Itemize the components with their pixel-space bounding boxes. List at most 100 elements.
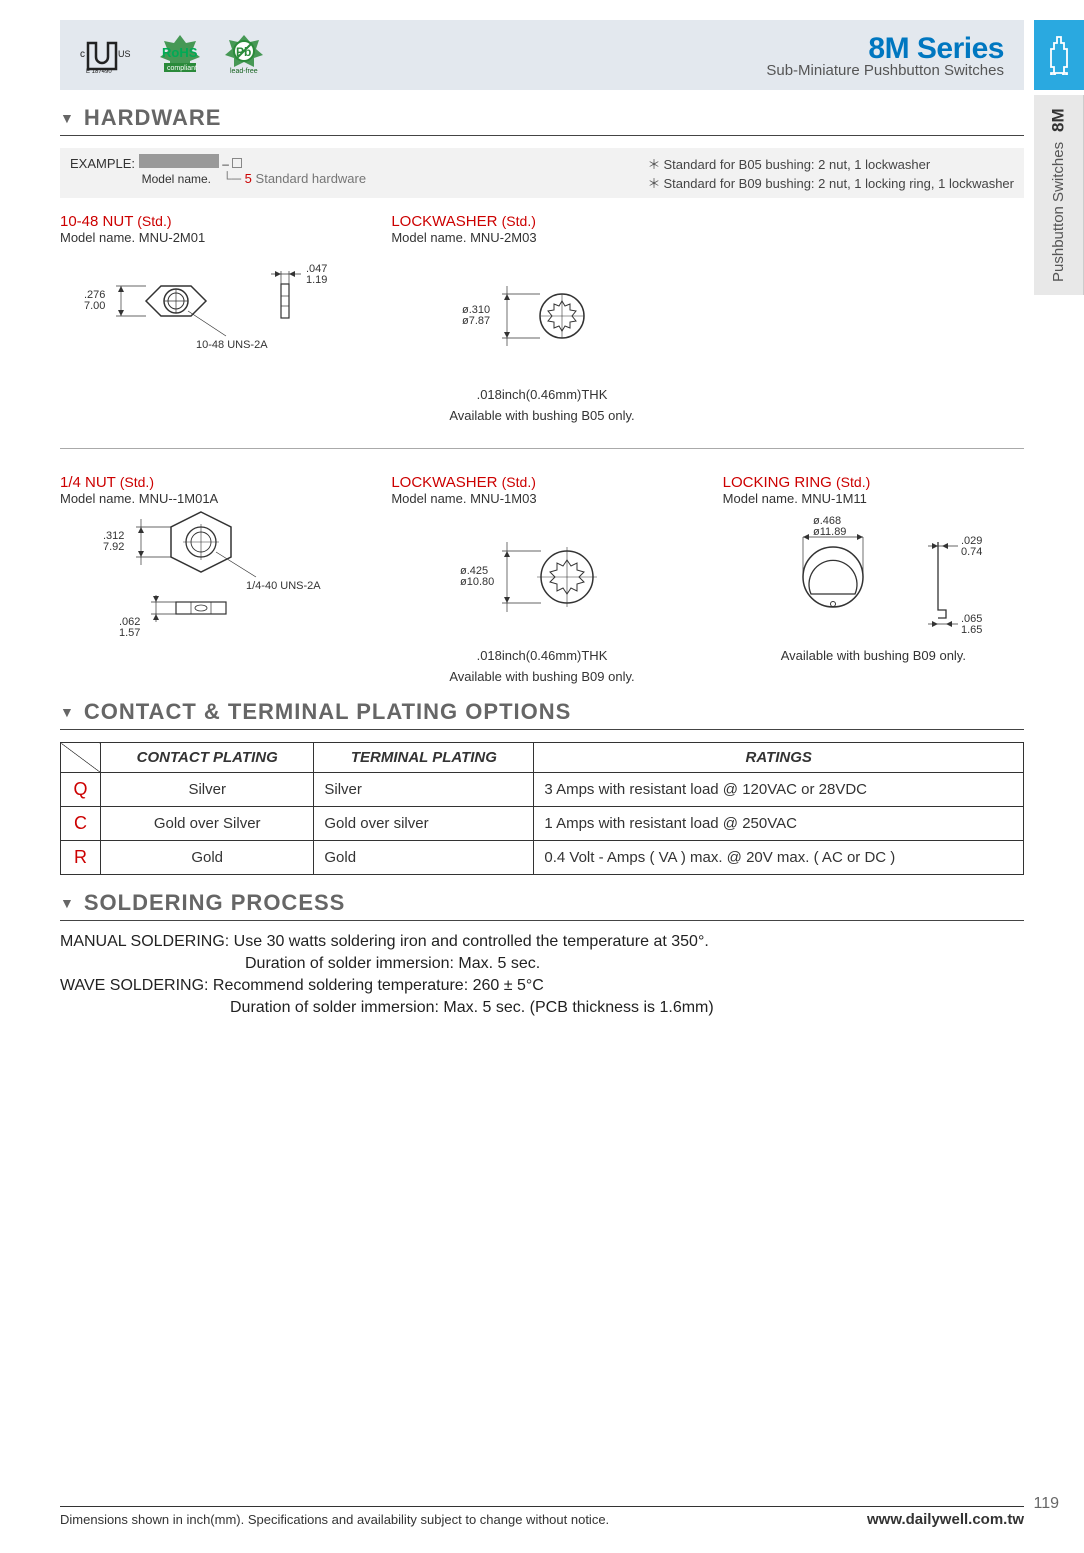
hw-empty: [723, 213, 1024, 423]
col-terminal: TERMINAL PLATING: [314, 743, 534, 773]
hw-availability-note: Available with bushing B05 only.: [391, 408, 692, 423]
series-title: 8M Series: [766, 32, 1004, 66]
plating-rating: 3 Amps with resistant load @ 120VAC or 2…: [534, 773, 1024, 807]
svg-text:compliant: compliant: [167, 65, 197, 72]
series-icon-tab: [1034, 20, 1084, 90]
svg-text:1/4-40 UNS-2A: 1/4-40 UNS-2A: [246, 580, 321, 592]
manual-soldering-duration: Duration of solder immersion: Max. 5 sec…: [60, 955, 1024, 973]
svg-text:US: US: [118, 49, 131, 59]
svg-text:10-48 UNS-2A: 10-48 UNS-2A: [196, 339, 268, 351]
hw-availability-note: Available with bushing B09 only.: [391, 669, 692, 684]
hw-std: (Std.): [120, 474, 154, 490]
hw-separator: [60, 448, 1024, 449]
plating-terminal: Gold over silver: [314, 807, 534, 841]
triangle-icon: ▼: [60, 110, 74, 126]
svg-text:c: c: [80, 49, 85, 60]
table-row: R Gold Gold 0.4 Volt - Amps ( VA ) max. …: [61, 841, 1024, 875]
hw-model: Model name. MNU-1M03: [391, 491, 692, 506]
section-plating-title: CONTACT & TERMINAL PLATING OPTIONS: [84, 699, 571, 725]
plating-contact: Gold over Silver: [101, 807, 314, 841]
svg-text:lead-free: lead-free: [230, 68, 258, 75]
plating-terminal: Gold: [314, 841, 534, 875]
note-b09: Standard for B09 bushing: 2 nut, 1 locki…: [647, 173, 1014, 192]
plating-contact: Silver: [101, 773, 314, 807]
series-title-block: 8M Series Sub-Miniature Pushbutton Switc…: [766, 32, 1004, 79]
example-row: EXAMPLE: – Model name. └─ 5 Standard har…: [60, 148, 1024, 198]
plating-rating: 1 Amps with resistant load @ 250VAC: [534, 807, 1024, 841]
plating-table: CONTACT PLATING TERMINAL PLATING RATINGS…: [60, 742, 1024, 875]
page-footer: Dimensions shown in inch(mm). Specificat…: [60, 1506, 1024, 1528]
hw-thickness-note: .018inch(0.46mm)THK: [391, 387, 692, 402]
svg-text:1.19: 1.19: [306, 274, 327, 286]
hw-nut-quarter: 1/4 NUT (Std.) Model name. MNU--1M01A .3…: [60, 474, 361, 684]
hw-title: LOCKING RING: [723, 474, 832, 491]
svg-text:1.57: 1.57: [119, 627, 140, 639]
hw-title: LOCKWASHER: [391, 213, 497, 230]
hardware-grid: 10-48 NUT (Std.) Model name. MNU-2M01 .2…: [60, 213, 1024, 684]
manual-soldering-line: MANUAL SOLDERING: Use 30 watts soldering…: [60, 933, 1024, 951]
cert-badges: c US E 187490 RoHS compliant Pb: [80, 33, 266, 77]
rohs-badge: RoHS compliant: [156, 33, 204, 77]
table-row: C Gold over Silver Gold over silver 1 Am…: [61, 807, 1024, 841]
section-hardware-heading: ▼ HARDWARE: [60, 105, 1024, 136]
wave-soldering-duration: Duration of solder immersion: Max. 5 sec…: [60, 999, 1024, 1017]
svg-text:1.65: 1.65: [961, 624, 982, 636]
plating-contact: Gold: [101, 841, 314, 875]
side-index-tab: Pushbutton Switches 8M: [1034, 95, 1084, 295]
note-b05: Standard for B05 bushing: 2 nut, 1 lockw…: [647, 154, 1014, 173]
side-tab-series: 8M: [1049, 108, 1069, 132]
pb-free-badge: Pb lead-free: [222, 33, 266, 77]
hw-std: (Std.): [137, 213, 171, 229]
hw-std: (Std.): [502, 474, 536, 490]
svg-text:ø10.80: ø10.80: [460, 576, 494, 588]
model-caption: Model name.: [142, 172, 211, 186]
plating-rating: 0.4 Volt - Amps ( VA ) max. @ 20V max. (…: [534, 841, 1024, 875]
series-subtitle: Sub-Miniature Pushbutton Switches: [766, 62, 1004, 79]
datasheet-page: c US E 187490 RoHS compliant Pb: [0, 0, 1084, 1553]
side-tab-category: Pushbutton Switches: [1050, 142, 1067, 282]
triangle-icon: ▼: [60, 704, 74, 720]
hw-std: (Std.): [502, 213, 536, 229]
plating-terminal: Silver: [314, 773, 534, 807]
section-soldering-title: SOLDERING PROCESS: [84, 890, 345, 916]
page-header: c US E 187490 RoHS compliant Pb: [60, 20, 1024, 90]
table-header-row: CONTACT PLATING TERMINAL PLATING RATINGS: [61, 743, 1024, 773]
standard-config-notes: Standard for B05 bushing: 2 nut, 1 lockw…: [647, 154, 1014, 192]
footer-url: www.dailywell.com.tw: [867, 1511, 1024, 1528]
svg-text:E 187490: E 187490: [86, 69, 112, 75]
svg-text:7.00: 7.00: [84, 300, 105, 312]
model-name-placeholder: [139, 154, 219, 168]
section-soldering-heading: ▼ SOLDERING PROCESS: [60, 890, 1024, 921]
svg-text:ø11.89: ø11.89: [813, 526, 846, 538]
hw-std: (Std.): [836, 474, 870, 490]
ul-badge: c US E 187490: [80, 35, 138, 75]
svg-text:7.92: 7.92: [103, 541, 124, 553]
plating-code: R: [61, 841, 101, 875]
hw-thickness-note: .018inch(0.46mm)THK: [391, 648, 692, 663]
plating-code: C: [61, 807, 101, 841]
svg-text:RoHS: RoHS: [162, 45, 198, 60]
hw-lockwasher-1m03: LOCKWASHER (Std.) Model name. MNU-1M03 ø…: [391, 474, 692, 684]
hw-lockwasher-2m03: LOCKWASHER (Std.) Model name. MNU-2M03: [391, 213, 692, 423]
hw-title: LOCKWASHER: [391, 474, 497, 491]
plating-code: Q: [61, 773, 101, 807]
page-number: 119: [1033, 1495, 1059, 1513]
hw-model: Model name. MNU-2M01: [60, 230, 361, 245]
example-suffix-text: Standard hardware: [256, 171, 367, 186]
svg-text:ø7.87: ø7.87: [462, 315, 490, 327]
hw-locking-ring: LOCKING RING (Std.) Model name. MNU-1M11…: [723, 474, 1024, 684]
table-corner: [61, 743, 101, 773]
hw-title: 10-48 NUT: [60, 213, 133, 230]
svg-text:0.74: 0.74: [961, 546, 982, 558]
hw-model: Model name. MNU-2M03: [391, 230, 692, 245]
wave-soldering-line: WAVE SOLDERING: Recommend soldering temp…: [60, 977, 1024, 995]
footer-disclaimer: Dimensions shown in inch(mm). Specificat…: [60, 1512, 609, 1527]
example-suffix-num: 5: [245, 171, 252, 186]
hw-title: 1/4 NUT: [60, 474, 116, 491]
col-contact: CONTACT PLATING: [101, 743, 314, 773]
hw-nut-1048: 10-48 NUT (Std.) Model name. MNU-2M01 .2…: [60, 213, 361, 423]
table-row: Q Silver Silver 3 Amps with resistant lo…: [61, 773, 1024, 807]
triangle-icon: ▼: [60, 895, 74, 911]
soldering-instructions: MANUAL SOLDERING: Use 30 watts soldering…: [60, 933, 1024, 1017]
section-plating-heading: ▼ CONTACT & TERMINAL PLATING OPTIONS: [60, 699, 1024, 730]
